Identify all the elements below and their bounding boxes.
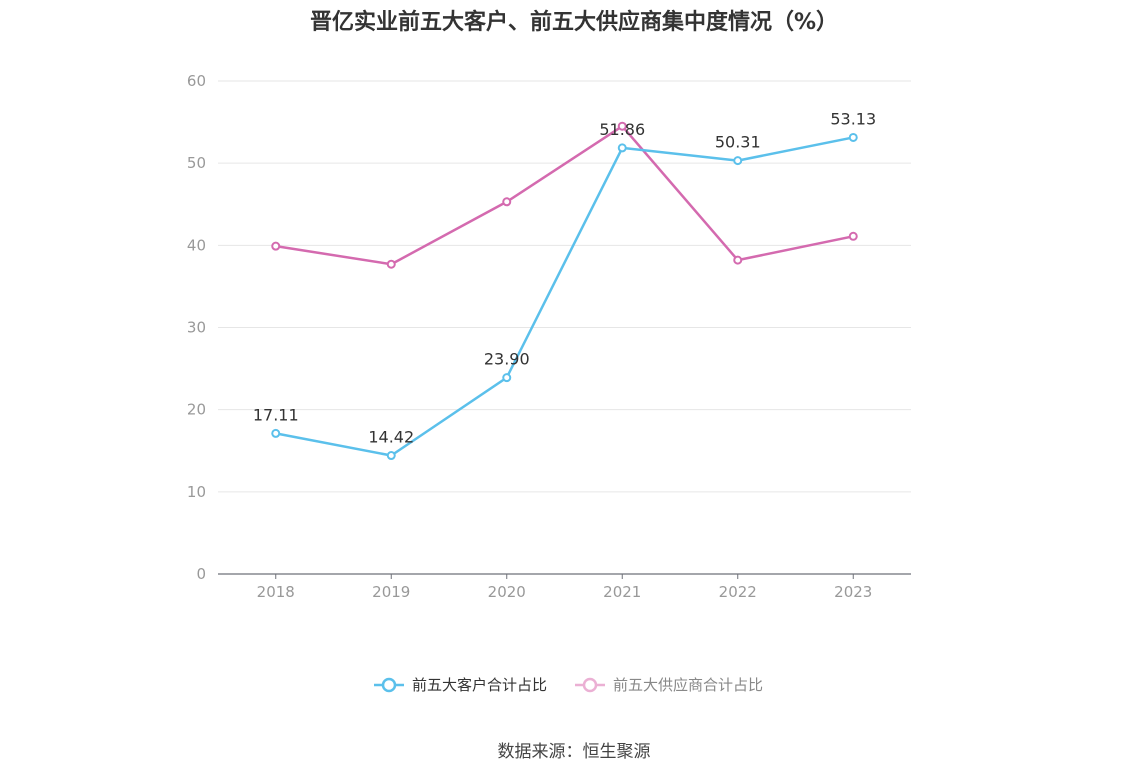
legend-marker [582, 677, 598, 693]
data-label: 14.42 [368, 428, 414, 447]
y-tick-label: 30 [187, 319, 206, 337]
data-point[interactable] [271, 428, 281, 438]
data-point[interactable] [386, 259, 396, 269]
data-point[interactable] [617, 143, 627, 153]
y-tick-label: 10 [187, 483, 206, 501]
series-lines [271, 121, 858, 461]
series-line-1 [275, 136, 854, 457]
data-label: 23.90 [484, 350, 530, 369]
legend-item-1[interactable]: 前五大客户合计占比 [374, 676, 547, 694]
data-labels: 17.11 14.42 23.90 51.86 50.31 53.13 [253, 109, 876, 446]
data-label: 51.86 [599, 120, 645, 139]
source-note: 数据来源：恒生聚源 [497, 742, 651, 762]
y-tick-label: 20 [187, 401, 206, 419]
series-line-2 [275, 124, 854, 266]
data-point[interactable] [733, 156, 743, 166]
legend-label: 前五大供应商合计占比 [613, 676, 763, 694]
data-point[interactable] [848, 132, 858, 142]
legend[interactable]: 前五大客户合计占比 前五大供应商合计占比 [374, 676, 763, 694]
data-point[interactable] [386, 451, 396, 461]
data-point[interactable] [733, 255, 743, 265]
chart-title: 晋亿实业前五大客户、前五大供应商集中度情况（%） [309, 10, 839, 35]
x-tick-label: 2021 [603, 583, 641, 601]
data-point[interactable] [502, 373, 512, 383]
legend-marker [381, 677, 397, 693]
x-tick-label: 2019 [372, 583, 410, 601]
grid-lines [218, 80, 911, 493]
data-point[interactable] [617, 121, 627, 131]
legend-label: 前五大客户合计占比 [412, 676, 547, 694]
x-tick-label: 2022 [719, 583, 757, 601]
x-tick-label: 2018 [257, 583, 295, 601]
data-point[interactable] [502, 197, 512, 207]
data-label: 53.13 [830, 109, 876, 128]
data-label: 17.11 [253, 405, 299, 424]
y-tick-label: 0 [196, 565, 206, 583]
legend-item-2[interactable]: 前五大供应商合计占比 [575, 676, 763, 694]
x-tick-label: 2020 [488, 583, 526, 601]
axes: 0 10 20 30 40 50 60 2018 2019 2020 2021 2022 2023 [187, 72, 911, 601]
y-tick-label: 60 [187, 72, 206, 90]
y-tick-label: 40 [187, 236, 206, 254]
data-label: 50.31 [715, 133, 761, 152]
data-point[interactable] [848, 231, 858, 241]
y-tick-label: 50 [187, 154, 206, 172]
data-point[interactable] [271, 241, 281, 251]
x-tick-label: 2023 [834, 583, 872, 601]
